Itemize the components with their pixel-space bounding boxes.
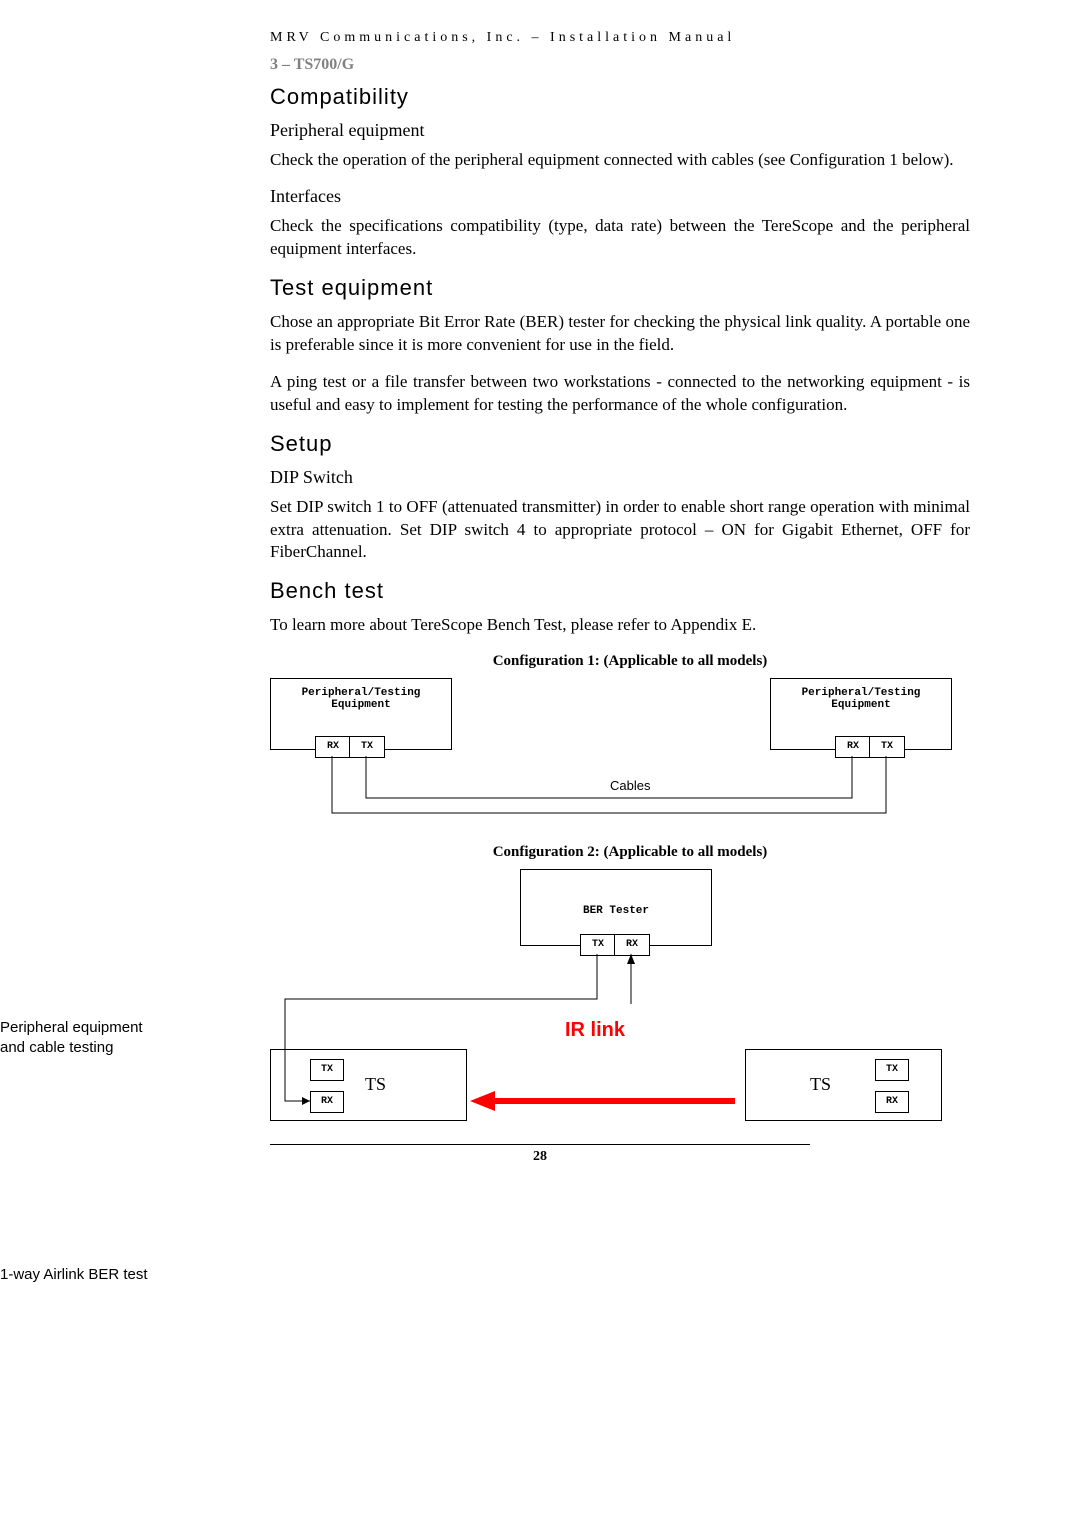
text-interfaces: Check the specifications compatibility (… (270, 215, 970, 261)
diagram-config2: BER Tester TX RX IR link TS TX RX TS TX … (270, 869, 990, 1129)
page-header: MRV Communications, Inc. – Installation … (270, 30, 990, 46)
side-note-config2: 1-way Airlink BER test (0, 1265, 170, 1285)
heading-bench: Bench test (270, 578, 990, 604)
page-number: 28 (270, 1144, 810, 1165)
config1-lines (270, 678, 970, 828)
config1-title: Configuration 1: (Applicable to all mode… (270, 653, 990, 670)
subheading-dip: DIP Switch (270, 467, 990, 488)
text-peripheral: Check the operation of the peripheral eq… (270, 149, 970, 172)
section-label: 3 – TS700/G (270, 56, 990, 74)
subheading-peripheral: Peripheral equipment (270, 120, 990, 141)
diagram-config1: Peripheral/Testing Equipment RX TX Perip… (270, 678, 990, 828)
config2-title: Configuration 2: (Applicable to all mode… (270, 844, 990, 861)
config2-lines (270, 869, 970, 1129)
text-dip: Set DIP switch 1 to OFF (attenuated tran… (270, 496, 970, 565)
side-note-config1: Peripheral equipment and cable testing (0, 1018, 170, 1057)
text-bench: To learn more about TereScope Bench Test… (270, 614, 970, 637)
subheading-interfaces: Interfaces (270, 186, 990, 207)
heading-compatibility: Compatibility (270, 84, 990, 110)
heading-setup: Setup (270, 431, 990, 457)
text-test1: Chose an appropriate Bit Error Rate (BER… (270, 311, 970, 357)
text-test2: A ping test or a file transfer between t… (270, 371, 970, 417)
heading-test-equipment: Test equipment (270, 275, 990, 301)
